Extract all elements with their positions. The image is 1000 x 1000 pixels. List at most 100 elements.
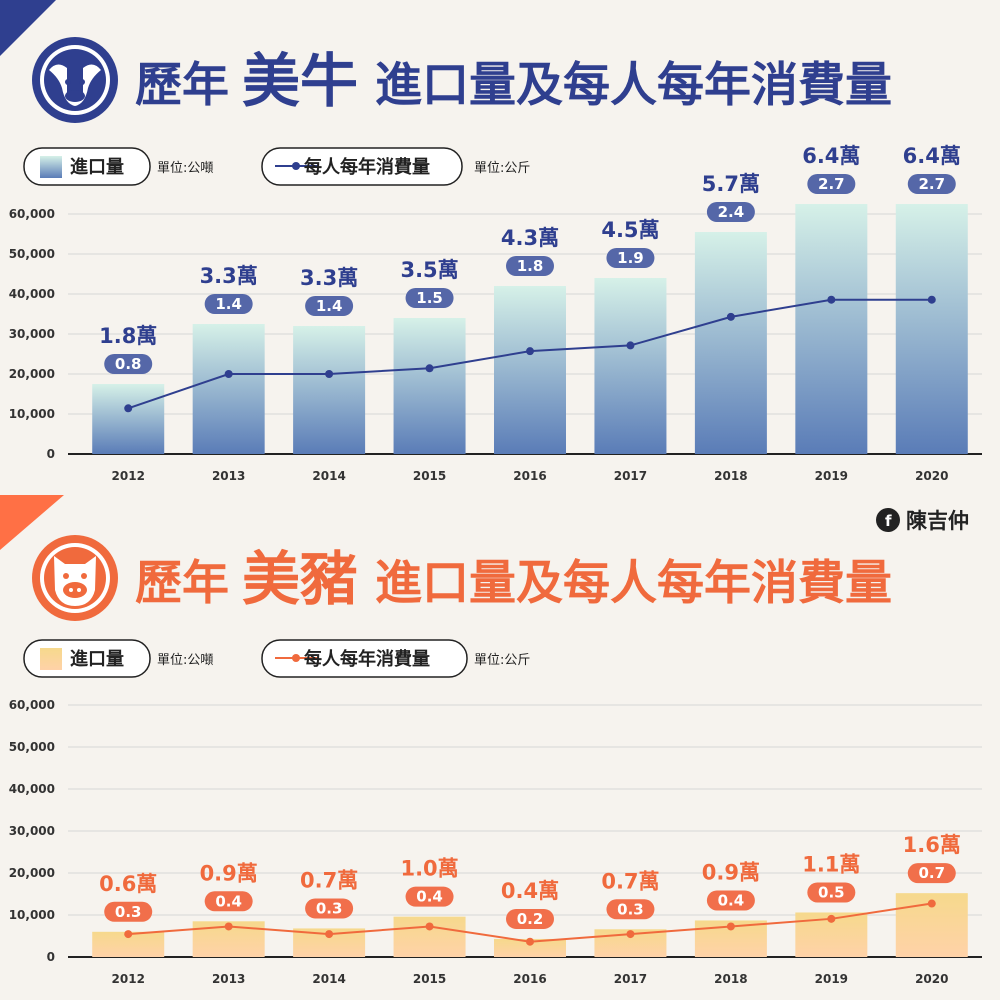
bottom-legend: 進口量 單位:公噸 每人每年消費量 單位:公斤 — [23, 639, 530, 678]
consumption-chip — [706, 202, 755, 222]
x-tick-label: 2012 — [112, 469, 145, 483]
line-point — [827, 914, 836, 923]
consumption-chip — [405, 886, 454, 907]
x-tick-label: 2014 — [312, 972, 345, 986]
bar-value-label: 1.8萬 — [99, 324, 157, 348]
consumption-label: 0.4 — [416, 888, 443, 906]
consumption-chip — [907, 174, 956, 194]
line-point — [526, 347, 534, 356]
line-point — [425, 364, 434, 373]
bar — [795, 204, 868, 454]
bar — [895, 204, 968, 454]
line-point — [726, 312, 735, 321]
bar-value-label: 3.3萬 — [300, 266, 358, 290]
line-point — [425, 922, 434, 931]
consumption-chip — [305, 898, 354, 919]
top-corner-decoration — [0, 0, 56, 56]
consumption-label: 0.7 — [918, 864, 945, 882]
top-bar-unit: 單位:公噸 — [157, 161, 213, 176]
line-point — [827, 295, 836, 304]
bottom-line-legend-label: 每人每年消費量 — [304, 648, 430, 670]
x-tick-label: 2019 — [815, 972, 848, 986]
bottom-bar-legend-label: 進口量 — [70, 648, 124, 670]
line-point — [224, 922, 233, 931]
consumption-chip — [907, 863, 956, 884]
consumption-label: 2.7 — [918, 175, 945, 193]
top-line-unit: 單位:公斤 — [474, 161, 530, 176]
x-tick-label: 2016 — [513, 972, 546, 986]
x-tick-label: 2015 — [413, 972, 446, 986]
svg-text:f: f — [885, 512, 892, 530]
bar-value-label: 4.3萬 — [501, 226, 559, 250]
line-point — [927, 899, 936, 908]
y-tick-label: 60,000 — [9, 207, 55, 221]
x-tick-label: 2019 — [815, 469, 848, 483]
x-tick-label: 2013 — [212, 469, 245, 483]
y-tick-label: 30,000 — [9, 824, 55, 838]
bar — [594, 278, 667, 454]
y-tick-label: 60,000 — [9, 698, 55, 712]
consumption-label: 2.4 — [718, 203, 745, 221]
y-tick-label: 50,000 — [9, 247, 55, 261]
x-tick-label: 2020 — [915, 469, 948, 483]
y-tick-label: 10,000 — [9, 407, 55, 421]
bar-value-label: 0.7萬 — [300, 868, 358, 892]
bar-value-label: 1.1萬 — [802, 852, 860, 876]
consumption-chip — [606, 248, 655, 268]
top-legend: 進口量 單位:公噸 每人每年消費量 單位:公斤 — [23, 147, 530, 186]
bar-value-label: 0.7萬 — [601, 869, 659, 893]
consumption-chip — [104, 901, 153, 922]
bar-value-label: 1.0萬 — [400, 857, 458, 881]
bar — [393, 318, 466, 454]
x-tick-label: 2017 — [614, 972, 647, 986]
line-point — [726, 922, 735, 931]
consumption-label: 0.2 — [517, 910, 544, 928]
line-point — [325, 370, 334, 378]
line-point — [626, 930, 635, 939]
bar-value-label: 4.5萬 — [601, 218, 659, 242]
x-tick-label: 2020 — [915, 972, 948, 986]
x-tick-label: 2018 — [714, 972, 747, 986]
bottom-title-emphasis: 美豬 — [242, 545, 358, 613]
consumption-chip — [305, 296, 354, 316]
cow-icon — [32, 37, 118, 123]
y-tick-label: 20,000 — [9, 866, 55, 880]
top-title-right: 進口量及每人每年消費量 — [375, 58, 892, 113]
bar — [293, 326, 366, 454]
bar-value-label: 6.4萬 — [903, 144, 961, 168]
bar-value-label: 0.9萬 — [702, 860, 760, 884]
top-line-legend-label: 每人每年消費量 — [304, 156, 430, 178]
x-tick-label: 2018 — [714, 469, 747, 483]
top-bar-legend-label: 進口量 — [70, 156, 124, 178]
bar — [494, 286, 566, 454]
bottom-title-right: 進口量及每人每年消費量 — [375, 556, 892, 611]
bottom-corner-decoration — [0, 495, 64, 550]
consumption-label: 0.3 — [115, 903, 142, 921]
consumption-chip — [104, 354, 153, 374]
consumption-chip — [506, 908, 554, 929]
line-point — [927, 295, 936, 304]
bar — [92, 384, 165, 454]
consumption-label: 0.4 — [215, 892, 242, 910]
beef-chart: 0 10,000 20,000 30,000 40,000 50,000 60,000 201… — [9, 144, 982, 483]
consumption-label: 0.8 — [115, 355, 142, 373]
y-tick-label: 40,000 — [9, 287, 55, 301]
bar-value-label: 5.7萬 — [702, 172, 760, 196]
y-tick-label: 30,000 — [9, 327, 55, 341]
x-tick-label: 2013 — [212, 972, 245, 986]
bottom-title-left: 歷年 — [135, 556, 229, 611]
consumption-label: 0.5 — [818, 883, 845, 901]
author-badge: f 陳吉仲 — [876, 508, 969, 533]
bar-value-label: 6.4萬 — [802, 144, 860, 168]
consumption-label: 0.3 — [316, 899, 343, 917]
author-name: 陳吉仲 — [906, 509, 969, 533]
consumption-label: 1.4 — [215, 295, 242, 313]
consumption-chip — [606, 899, 655, 920]
bar — [694, 232, 767, 454]
bar-value-label: 0.4萬 — [501, 879, 559, 903]
bar-value-label: 1.6萬 — [903, 833, 961, 857]
consumption-label: 2.7 — [818, 175, 845, 193]
line-point — [526, 937, 534, 946]
y-tick-label: 10,000 — [9, 908, 55, 922]
consumption-chip — [807, 174, 856, 194]
